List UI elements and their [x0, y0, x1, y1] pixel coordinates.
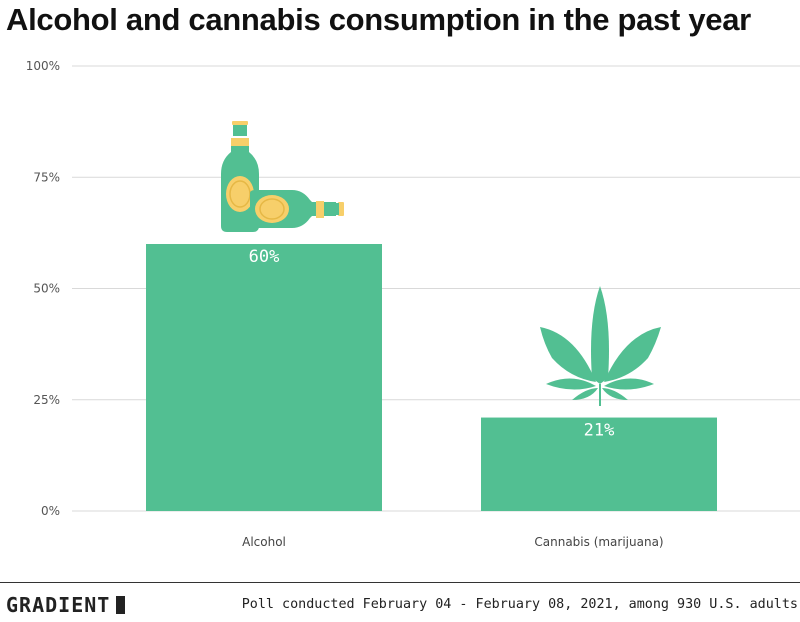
- brand-block-icon: [116, 596, 126, 614]
- footer-divider: [0, 582, 800, 583]
- y-tick-label: 0%: [41, 504, 60, 518]
- category-label: Cannabis (marijuana): [534, 535, 663, 549]
- bar-1: [481, 417, 717, 511]
- data-labels: 60% 21%: [249, 247, 615, 441]
- y-tick-label: 25%: [33, 393, 60, 407]
- y-tick-label: 75%: [33, 170, 60, 184]
- beer-bottles-icon: [221, 121, 344, 232]
- bars: [146, 244, 717, 511]
- brand-name: GRADIENT: [6, 593, 111, 617]
- source-note: Poll conducted February 04 - February 08…: [241, 597, 798, 612]
- bar-chart: 0% 25% 50% 75% 100% 60% 21% Alcohol Cannabis (…: [26, 59, 800, 549]
- data-label: 21%: [584, 421, 615, 441]
- y-tick-label: 50%: [33, 282, 60, 296]
- data-label: 60%: [249, 247, 280, 267]
- category-label: Alcohol: [242, 535, 286, 549]
- brand-logo: GRADIENT: [6, 593, 126, 617]
- category-labels: Alcohol Cannabis (marijuana): [242, 535, 664, 549]
- bar-0: [146, 244, 382, 511]
- chart-title: Alcohol and cannabis consumption in the …: [6, 2, 751, 37]
- y-tick-label: 100%: [26, 59, 60, 73]
- cannabis-leaf-icon: [540, 286, 661, 406]
